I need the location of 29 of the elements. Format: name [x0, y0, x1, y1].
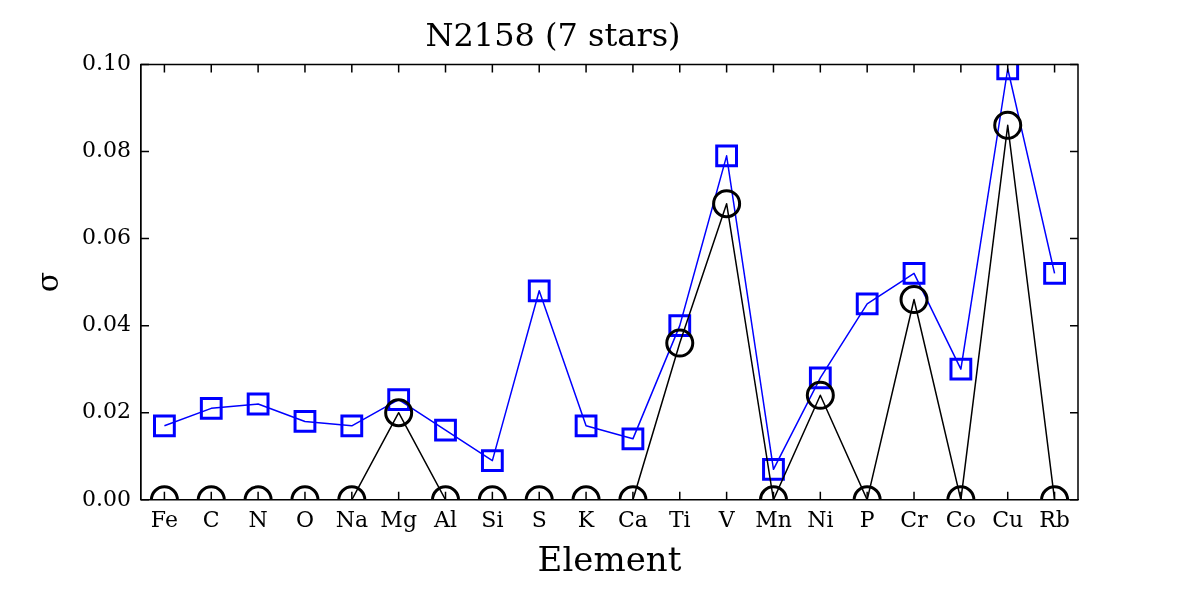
x-tick-label: N: [248, 506, 268, 532]
x-tick-label: Mg: [380, 506, 417, 532]
x-tick-label: P: [859, 506, 875, 532]
x-tick-label: C: [202, 506, 220, 532]
x-tick-label: K: [577, 506, 595, 532]
x-tick-label: Ni: [807, 506, 834, 532]
y-tick-label: 0.02: [82, 398, 131, 424]
y-axis-title: σ: [29, 271, 65, 293]
y-tick-label: 0.06: [82, 224, 131, 250]
x-tick-label: Si: [481, 506, 504, 532]
x-tick-label: Ca: [617, 506, 648, 532]
x-tick-label: Cr: [900, 506, 929, 532]
y-tick-label: 0.00: [82, 485, 131, 511]
x-tick-label: Co: [945, 506, 976, 532]
y-tick-label: 0.08: [82, 137, 131, 163]
x-tick-label: S: [531, 506, 547, 532]
x-tick-label: Rb: [1039, 506, 1070, 532]
x-axis-title: Element: [537, 539, 682, 580]
x-tick-label: V: [717, 506, 736, 532]
x-tick-label: Na: [335, 506, 368, 532]
chart-title: N2158 (7 stars): [425, 15, 681, 54]
x-tick-label: O: [295, 506, 314, 532]
x-tick-label: Mn: [755, 506, 792, 532]
y-tick-label: 0.04: [82, 311, 131, 337]
x-tick-label: Cu: [992, 506, 1024, 532]
x-tick-label: Fe: [150, 506, 178, 532]
x-tick-label: Ti: [668, 506, 691, 532]
x-tick-label: Al: [433, 506, 457, 532]
y-tick-label: 0.10: [82, 50, 131, 76]
